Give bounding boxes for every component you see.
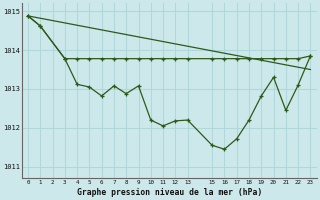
X-axis label: Graphe pression niveau de la mer (hPa): Graphe pression niveau de la mer (hPa): [76, 188, 262, 197]
